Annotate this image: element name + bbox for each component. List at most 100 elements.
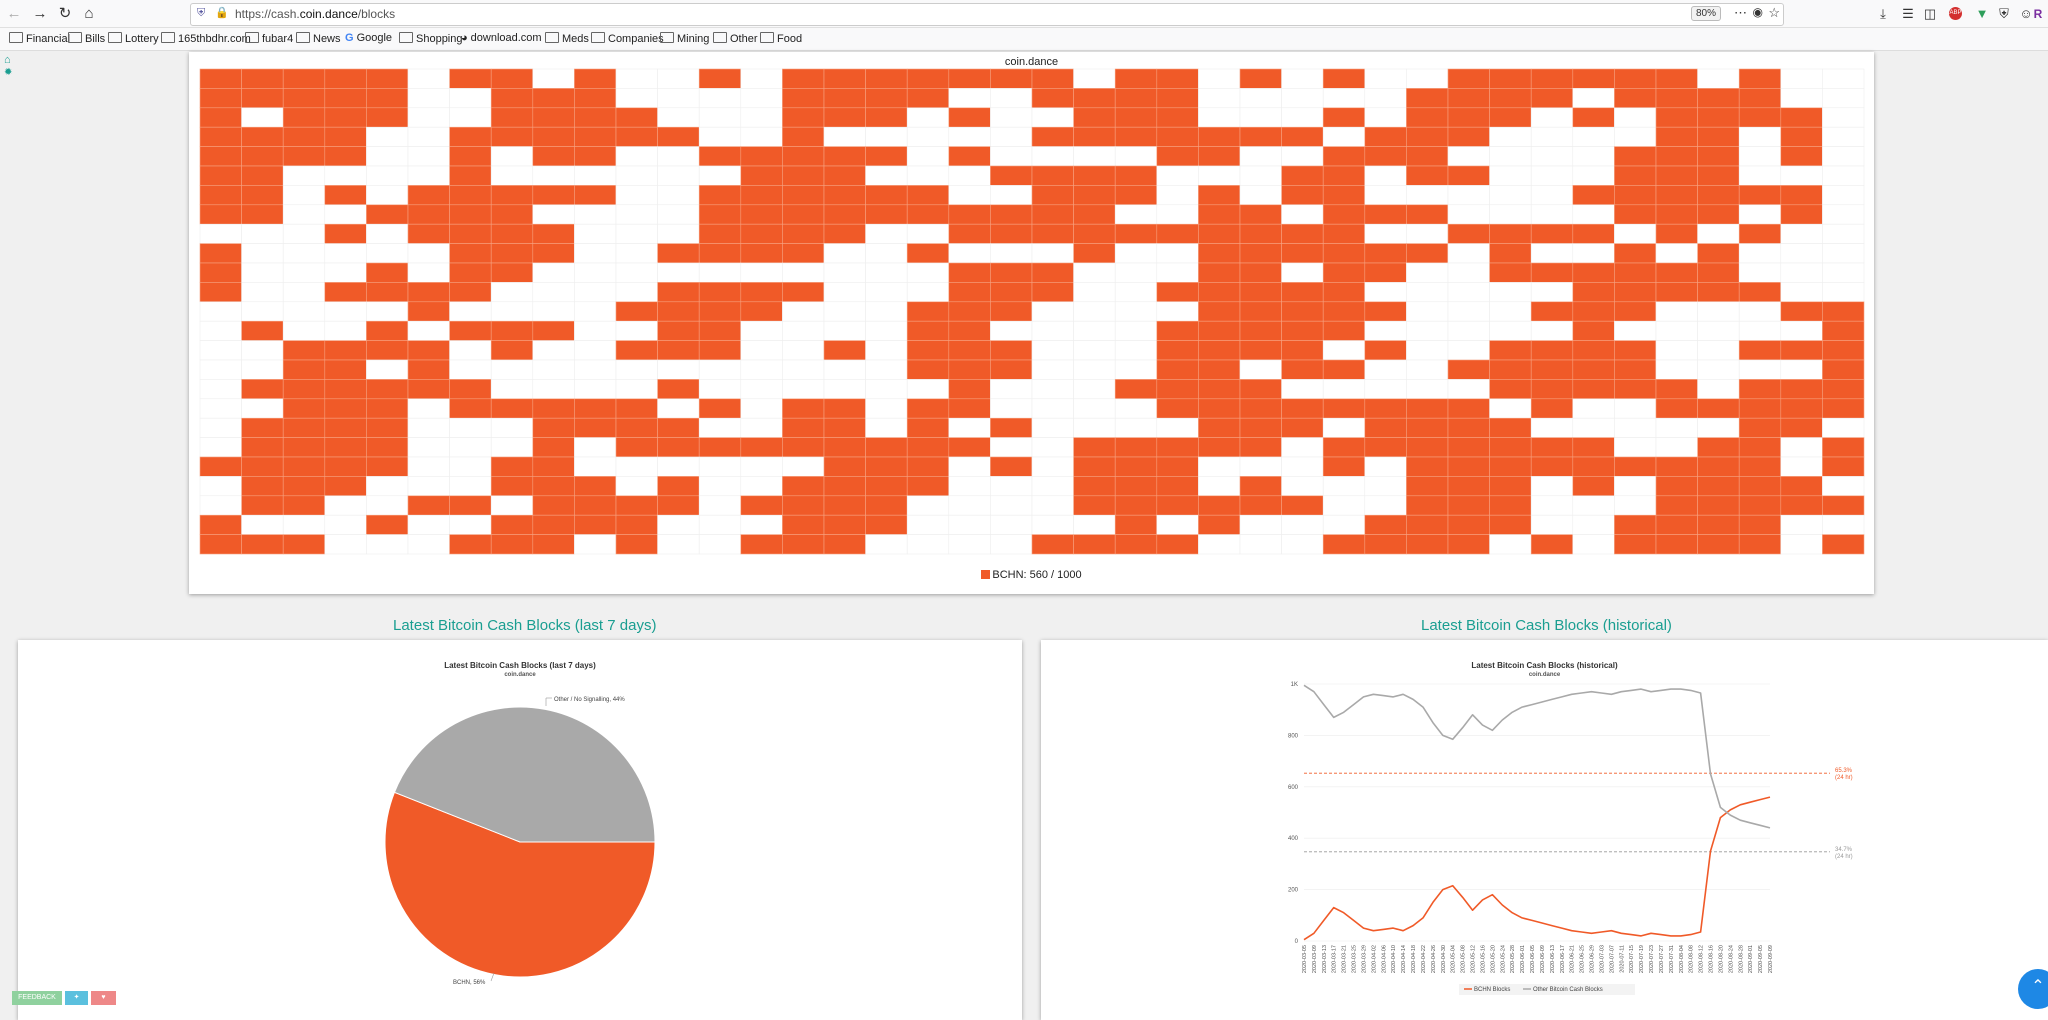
block-cell[interactable] bbox=[1780, 282, 1823, 303]
block-cell[interactable] bbox=[906, 359, 950, 380]
block-cell[interactable] bbox=[823, 243, 866, 264]
block-cell[interactable] bbox=[324, 204, 367, 225]
block-cell[interactable] bbox=[740, 301, 783, 322]
reload-icon[interactable]: ↻ bbox=[58, 5, 72, 22]
block-cell[interactable] bbox=[657, 204, 700, 225]
block-cell[interactable] bbox=[1156, 107, 1199, 128]
block-cell[interactable] bbox=[1364, 165, 1407, 186]
block-cell[interactable] bbox=[657, 301, 700, 322]
block-cell[interactable] bbox=[1031, 534, 1074, 555]
block-cell[interactable] bbox=[1031, 88, 1074, 109]
block-cell[interactable] bbox=[1572, 437, 1615, 458]
block-cell[interactable] bbox=[1614, 165, 1657, 186]
block-cell[interactable] bbox=[782, 417, 825, 438]
block-cell[interactable] bbox=[615, 68, 658, 89]
block-cell[interactable] bbox=[1697, 282, 1740, 303]
block-cell[interactable] bbox=[698, 514, 742, 535]
block-cell[interactable] bbox=[1198, 223, 1241, 244]
block-cell[interactable] bbox=[490, 340, 534, 361]
block-cell[interactable] bbox=[1447, 456, 1490, 477]
block-cell[interactable] bbox=[1614, 417, 1657, 438]
block-cell[interactable] bbox=[449, 282, 492, 303]
block-cell[interactable] bbox=[490, 417, 534, 438]
block-cell[interactable] bbox=[740, 320, 783, 341]
block-cell[interactable] bbox=[657, 126, 700, 147]
block-cell[interactable] bbox=[1364, 379, 1407, 400]
block-cell[interactable] bbox=[1614, 204, 1657, 225]
block-cell[interactable] bbox=[1031, 476, 1074, 497]
block-cell[interactable] bbox=[782, 379, 825, 400]
block-cell[interactable] bbox=[1322, 379, 1366, 400]
block-cell[interactable] bbox=[740, 146, 783, 167]
block-cell[interactable] bbox=[615, 398, 658, 419]
block-cell[interactable] bbox=[782, 495, 825, 516]
block-cell[interactable] bbox=[948, 88, 991, 109]
block-cell[interactable] bbox=[366, 243, 409, 264]
block-cell[interactable] bbox=[1822, 223, 1865, 244]
block-cell[interactable] bbox=[1572, 340, 1615, 361]
block-cell[interactable] bbox=[906, 107, 950, 128]
block-cell[interactable] bbox=[948, 185, 991, 206]
block-cell[interactable] bbox=[657, 379, 700, 400]
block-cell[interactable] bbox=[698, 495, 742, 516]
block-cell[interactable] bbox=[1322, 282, 1366, 303]
block-cell[interactable] bbox=[199, 204, 242, 225]
block-cell[interactable] bbox=[1239, 68, 1282, 89]
block-cell[interactable] bbox=[740, 223, 783, 244]
block-cell[interactable] bbox=[1489, 146, 1532, 167]
block-cell[interactable] bbox=[990, 534, 1033, 555]
block-cell[interactable] bbox=[1322, 126, 1366, 147]
block-cell[interactable] bbox=[1239, 359, 1282, 380]
block-cell[interactable] bbox=[282, 417, 326, 438]
block-cell[interactable] bbox=[532, 204, 575, 225]
block-cell[interactable] bbox=[1031, 301, 1074, 322]
block-cell[interactable] bbox=[1406, 262, 1449, 283]
block-cell[interactable] bbox=[1364, 456, 1407, 477]
block-cell[interactable] bbox=[948, 417, 991, 438]
block-cell[interactable] bbox=[532, 417, 575, 438]
block-cell[interactable] bbox=[782, 146, 825, 167]
block-cell[interactable] bbox=[1780, 398, 1823, 419]
block-cell[interactable] bbox=[1447, 398, 1490, 419]
block-cell[interactable] bbox=[1447, 126, 1490, 147]
block-cell[interactable] bbox=[532, 165, 575, 186]
block-cell[interactable] bbox=[1406, 223, 1449, 244]
block-cell[interactable] bbox=[948, 495, 991, 516]
block-cell[interactable] bbox=[782, 204, 825, 225]
block-cell[interactable] bbox=[324, 165, 367, 186]
block-cell[interactable] bbox=[1738, 359, 1782, 380]
block-cell[interactable] bbox=[823, 165, 866, 186]
block-cell[interactable] bbox=[657, 398, 700, 419]
block-cell[interactable] bbox=[615, 185, 658, 206]
block-cell[interactable] bbox=[1572, 146, 1615, 167]
block-cell[interactable] bbox=[1530, 495, 1574, 516]
block-cell[interactable] bbox=[1697, 437, 1740, 458]
block-cell[interactable] bbox=[1198, 320, 1241, 341]
block-cell[interactable] bbox=[990, 359, 1033, 380]
block-cell[interactable] bbox=[1114, 476, 1158, 497]
block-cell[interactable] bbox=[241, 243, 284, 264]
block-cell[interactable] bbox=[865, 301, 908, 322]
block-cell[interactable] bbox=[1655, 146, 1698, 167]
block-cell[interactable] bbox=[615, 262, 658, 283]
block-cell[interactable] bbox=[1406, 456, 1449, 477]
block-cell[interactable] bbox=[490, 282, 534, 303]
block-cell[interactable] bbox=[906, 340, 950, 361]
block-cell[interactable] bbox=[615, 301, 658, 322]
legend-other[interactable]: Other Bitcoin Cash Blocks bbox=[1533, 987, 1603, 993]
block-cell[interactable] bbox=[241, 534, 284, 555]
block-cell[interactable] bbox=[1364, 243, 1407, 264]
block-cell[interactable] bbox=[1073, 204, 1116, 225]
block-cell[interactable] bbox=[1281, 495, 1324, 516]
block-cell[interactable] bbox=[1655, 514, 1698, 535]
block-cell[interactable] bbox=[490, 262, 534, 283]
block-cell[interactable] bbox=[449, 437, 492, 458]
block-cell[interactable] bbox=[1114, 146, 1158, 167]
block-cell[interactable] bbox=[1572, 456, 1615, 477]
block-cell[interactable] bbox=[1156, 514, 1199, 535]
home-icon[interactable]: ⌂ bbox=[4, 54, 11, 66]
block-cell[interactable] bbox=[532, 301, 575, 322]
block-cell[interactable] bbox=[324, 262, 367, 283]
bookmark-download[interactable]: ◕ download.com bbox=[461, 32, 542, 44]
block-cell[interactable] bbox=[449, 165, 492, 186]
